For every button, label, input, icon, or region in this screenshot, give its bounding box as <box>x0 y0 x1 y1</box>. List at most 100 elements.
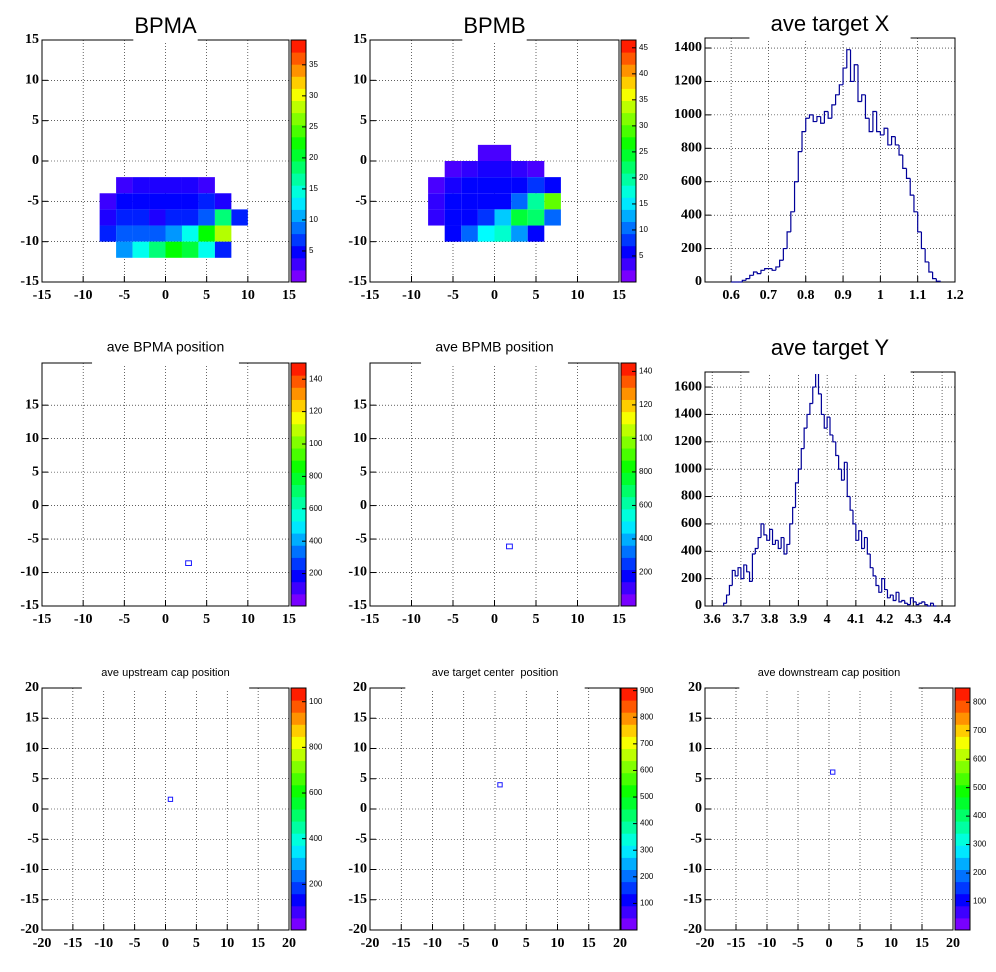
heatmap-cell <box>132 225 150 242</box>
x-tick-label: 0.8 <box>797 288 815 303</box>
color-band <box>621 893 637 907</box>
x-tick-label: -5 <box>447 612 459 627</box>
color-tick-label: 100 <box>973 897 987 906</box>
histogram-bin <box>832 434 836 443</box>
y-tick-label: 5 <box>32 464 39 479</box>
color-band <box>955 712 970 725</box>
heatmap-cell <box>511 209 528 226</box>
color-band <box>621 245 636 259</box>
color-band <box>621 881 637 895</box>
histogram-bin <box>760 269 765 274</box>
color-band <box>291 161 306 174</box>
color-band <box>291 221 306 235</box>
y-tick-label: 15 <box>25 710 39 725</box>
heatmap-cell <box>116 225 133 242</box>
color-band <box>291 520 306 534</box>
histogram-bin <box>816 115 821 122</box>
heatmap-cell <box>477 177 495 194</box>
heatmap-cell <box>444 177 462 194</box>
color-tick-label: 120 <box>309 407 323 416</box>
histogram-bin <box>869 554 874 569</box>
color-band <box>621 460 636 473</box>
color-band <box>291 893 306 907</box>
heatmap-cell <box>231 209 248 226</box>
x-tick-label: 0 <box>491 288 498 303</box>
color-tick-label: 300 <box>640 845 654 854</box>
histogram-bin <box>728 584 733 596</box>
histogram-bin <box>894 136 900 146</box>
color-band <box>291 460 306 473</box>
heatmap-cell <box>165 225 182 242</box>
heatmap-cell <box>165 177 182 194</box>
color-tick-label: 800 <box>640 712 654 721</box>
heatmap-cell <box>165 209 182 226</box>
title-box <box>462 36 527 42</box>
color-band <box>955 796 970 810</box>
color-band <box>291 173 306 186</box>
histogram-bin <box>782 247 788 261</box>
x-tick-label: -5 <box>447 288 459 303</box>
histogram-bin <box>857 64 862 103</box>
y-tick-label: 0 <box>695 801 702 816</box>
heatmap-cell <box>165 241 182 258</box>
y-tick-label: -20 <box>348 922 367 937</box>
histogram-bin <box>783 537 787 555</box>
color-band <box>621 833 637 846</box>
x-tick-label: -10 <box>402 288 421 303</box>
heatmap-cell <box>149 209 166 226</box>
heatmap-cell <box>214 193 232 210</box>
y-tick-label: 20 <box>25 680 39 695</box>
histogram-bin <box>853 64 858 82</box>
color-band <box>955 809 970 822</box>
y-tick-label: -10 <box>348 565 367 580</box>
color-band <box>621 233 636 247</box>
x-tick-label: 15 <box>612 612 626 627</box>
y-tick-label: -5 <box>27 194 39 209</box>
color-band <box>291 245 306 259</box>
color-band <box>291 736 306 749</box>
heatmap-cell <box>181 241 199 258</box>
heatmap-cell <box>830 769 836 775</box>
y-tick-label: 0 <box>695 274 702 289</box>
color-band <box>291 809 306 822</box>
chart-title: ave upstream cap position <box>101 667 229 679</box>
x-tick-label: -10 <box>74 288 93 303</box>
y-tick-label: -10 <box>348 234 367 249</box>
x-tick-label: 4.3 <box>905 612 923 627</box>
color-band <box>955 869 970 883</box>
y-tick-label: 800 <box>681 141 702 156</box>
color-band <box>291 484 306 498</box>
heatmap-cell <box>527 225 545 242</box>
chart-title: ave BPMB position <box>435 339 553 355</box>
color-tick-label: 45 <box>639 43 648 52</box>
x-tick-label: 10 <box>571 612 585 627</box>
heatmap-cell <box>428 209 445 226</box>
x-tick-label: -15 <box>392 936 411 951</box>
histogram-bin <box>927 604 931 607</box>
heatmap-cell <box>198 225 215 242</box>
color-band <box>291 821 306 834</box>
color-tick-label: 600 <box>309 504 323 513</box>
color-band <box>621 148 636 162</box>
color-band <box>955 893 970 907</box>
heatmap-cell <box>428 177 445 194</box>
color-band <box>291 881 306 895</box>
color-band <box>621 88 636 101</box>
histogram-bin <box>924 248 929 263</box>
heatmap-cell <box>461 177 478 194</box>
color-band <box>291 148 306 162</box>
y-tick-label: 10 <box>25 741 39 756</box>
heatmap-cell <box>149 241 166 258</box>
color-band <box>291 557 306 571</box>
histogram-bin <box>756 271 761 275</box>
heatmap-cell <box>165 193 182 210</box>
chart-title: ave BPMA position <box>107 339 225 355</box>
color-tick-label: 500 <box>640 792 654 801</box>
color-band <box>291 472 306 485</box>
color-band <box>621 399 636 413</box>
y-tick-label: -15 <box>348 892 367 907</box>
color-band <box>621 545 636 558</box>
y-tick-label: 5 <box>695 771 702 786</box>
color-band <box>291 845 306 858</box>
color-band <box>621 257 636 271</box>
